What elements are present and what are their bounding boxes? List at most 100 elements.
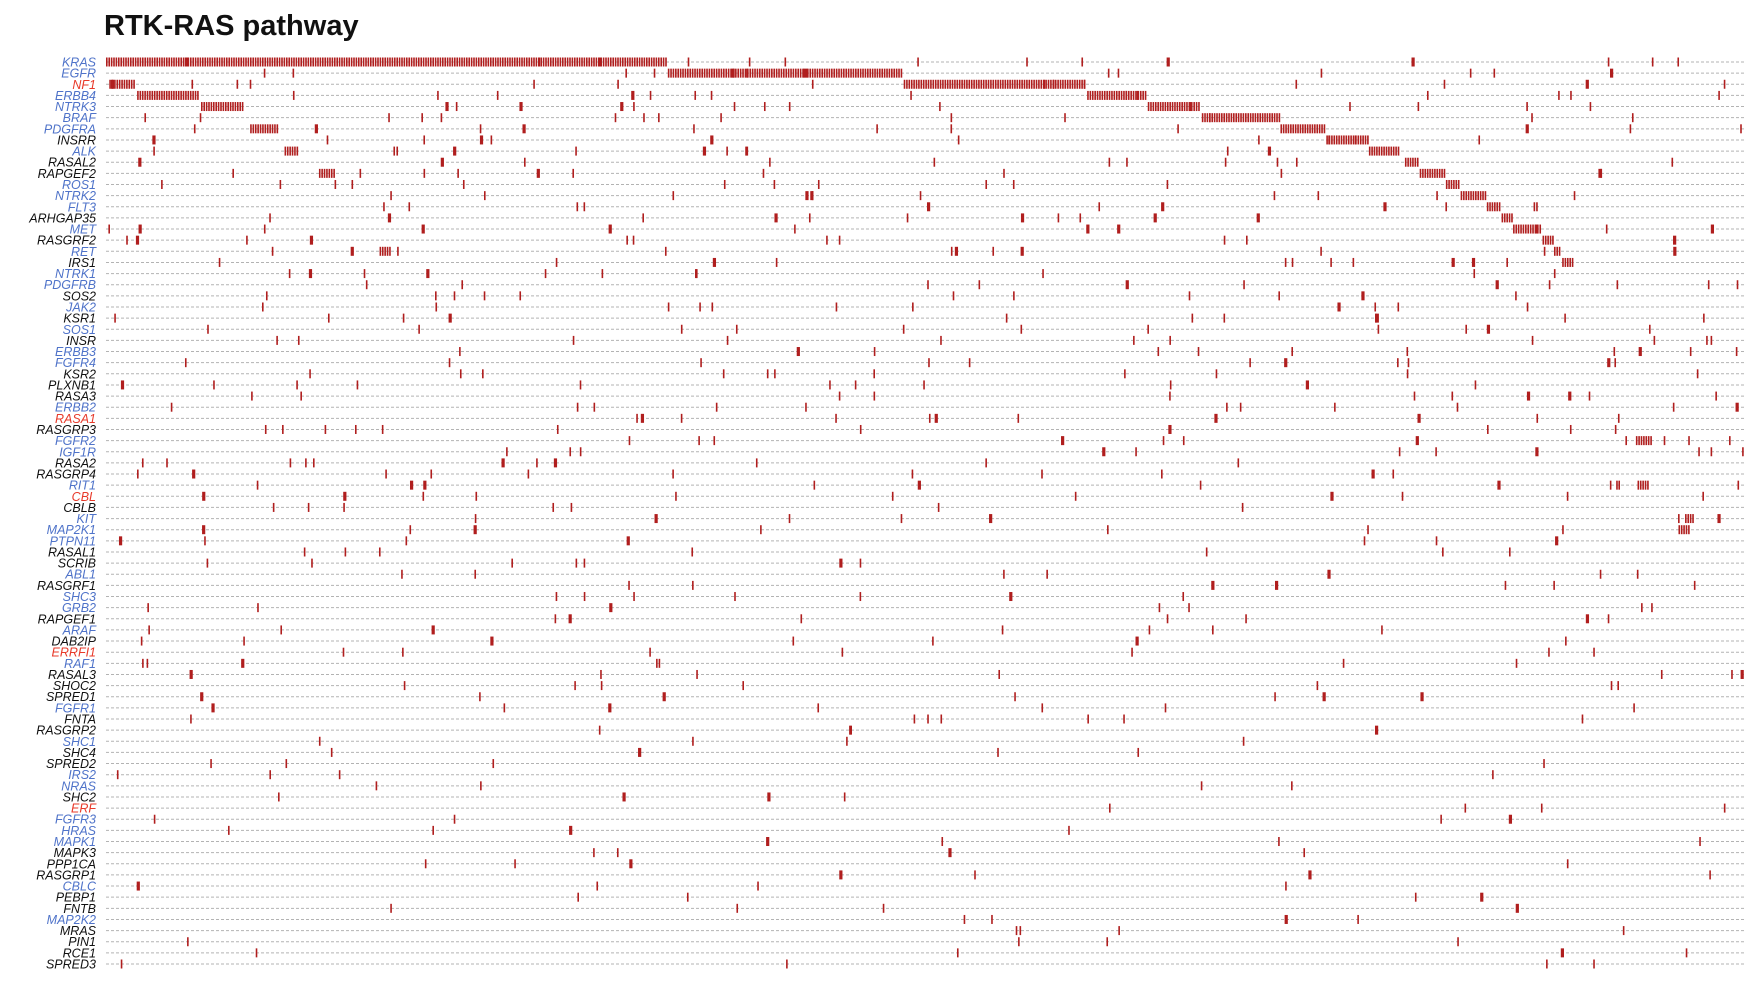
mutation-block-rapgef2 xyxy=(1419,168,1446,178)
gene-label-pdgfrb: PDGFRB xyxy=(44,278,96,292)
mutation-mark xyxy=(839,558,843,568)
mutation-mark xyxy=(1486,324,1491,334)
mutation-mark xyxy=(1106,937,1109,947)
mutation-mark xyxy=(1069,79,1071,89)
mutation-mark xyxy=(1650,436,1652,446)
mutation-mark xyxy=(1166,102,1169,112)
mutation-mark xyxy=(626,536,630,546)
mutation-mark xyxy=(446,57,449,67)
mutation-mark xyxy=(1190,102,1193,112)
mutation-mark xyxy=(735,68,737,78)
mutation-mark xyxy=(1515,224,1518,234)
mutation-mark xyxy=(1511,213,1513,223)
mutation-mark xyxy=(514,859,516,869)
mutation-mark xyxy=(503,703,506,713)
mutation-mark xyxy=(1237,113,1240,123)
mutation-block-ntrk3 xyxy=(1147,102,1200,112)
mutation-mark xyxy=(453,146,457,156)
mutation-mark xyxy=(1380,146,1383,156)
mutation-mark xyxy=(857,68,860,78)
mutation-mark xyxy=(757,881,759,891)
mutation-mark xyxy=(182,90,185,100)
mutation-mark xyxy=(850,725,852,735)
mutation-mark xyxy=(912,302,914,312)
mutation-mark xyxy=(1321,124,1323,134)
mutation-mark xyxy=(115,57,118,67)
mutation-mark xyxy=(926,202,931,212)
mutation-mark xyxy=(1245,614,1247,624)
mutation-mark xyxy=(997,747,999,757)
mutation-mark xyxy=(562,57,564,67)
gene-label-kit: KIT xyxy=(77,512,98,526)
mutation-mark xyxy=(761,68,764,78)
mutation-mark xyxy=(1320,246,1322,256)
gene-label-fgfr2: FGFR2 xyxy=(55,434,96,448)
mutation-mark xyxy=(739,68,742,78)
mutation-mark xyxy=(658,658,661,668)
mutation-mark xyxy=(194,57,197,67)
mutation-mark xyxy=(241,658,245,668)
mutation-mark xyxy=(496,90,499,100)
gene-label-araf: ARAF xyxy=(62,623,98,637)
mutation-mark xyxy=(1182,592,1185,602)
mutation-mark xyxy=(841,647,844,657)
mutation-mark xyxy=(1522,224,1525,234)
mutation-mark xyxy=(622,792,626,802)
mutation-mark xyxy=(377,57,379,67)
mutation-mark xyxy=(1417,102,1420,112)
mutation-mark xyxy=(1014,692,1016,702)
mutation-mark xyxy=(1451,391,1454,401)
mutation-mark xyxy=(1228,113,1230,123)
mutation-mark xyxy=(1166,57,1170,67)
mutation-mark xyxy=(886,68,888,78)
mutation-scatter xyxy=(108,57,1744,969)
mutation-mark xyxy=(636,413,638,423)
mutation-mark xyxy=(202,525,206,535)
mutation-mark xyxy=(372,57,374,67)
mutation-mark xyxy=(149,57,151,67)
mutation-mark xyxy=(257,124,259,134)
mutation-mark xyxy=(1206,113,1209,123)
mutation-mark xyxy=(1542,235,1545,245)
mutation-mark xyxy=(1535,447,1539,457)
mutation-mark xyxy=(862,68,864,78)
mutation-mark xyxy=(1653,335,1656,345)
mutation-mark xyxy=(1021,79,1023,89)
mutation-mark xyxy=(655,57,658,67)
mutation-mark xyxy=(470,57,473,67)
mutation-mark xyxy=(1086,224,1090,234)
mutation-mark xyxy=(640,413,645,423)
mutation-mark xyxy=(153,814,156,824)
mutation-mark xyxy=(1345,135,1348,145)
mutation-mark xyxy=(811,68,814,78)
mutation-mark xyxy=(1292,124,1295,134)
mutation-mark xyxy=(888,68,891,78)
mutation-mark xyxy=(1636,569,1639,579)
mutation-mark xyxy=(180,57,182,67)
mutation-mark xyxy=(398,57,401,67)
mutation-mark xyxy=(1188,603,1190,613)
mutation-mark xyxy=(144,113,147,123)
mutation-mark xyxy=(423,135,426,145)
mutation-mark xyxy=(220,102,222,112)
mutation-mark xyxy=(784,57,787,67)
mutation-mark xyxy=(932,636,934,646)
mutation-mark xyxy=(386,57,389,67)
mutation-mark xyxy=(516,57,518,67)
mutation-mark xyxy=(1617,413,1620,423)
mutation-mark xyxy=(106,57,108,67)
mutation-mark xyxy=(403,57,406,67)
mutation-mark xyxy=(773,68,776,78)
mutation-mark xyxy=(440,113,443,123)
mutation-mark xyxy=(927,714,929,724)
mutation-mark xyxy=(530,57,533,67)
mutation-mark xyxy=(451,57,454,67)
mutation-mark xyxy=(614,57,617,67)
mutation-mark xyxy=(422,491,425,501)
mutation-mark xyxy=(1230,113,1233,123)
mutation-mark xyxy=(1556,246,1558,256)
mutation-mark xyxy=(987,79,990,89)
mutation-mark xyxy=(309,369,311,379)
mutation-mark xyxy=(1392,146,1395,156)
mutation-mark xyxy=(1314,124,1316,134)
